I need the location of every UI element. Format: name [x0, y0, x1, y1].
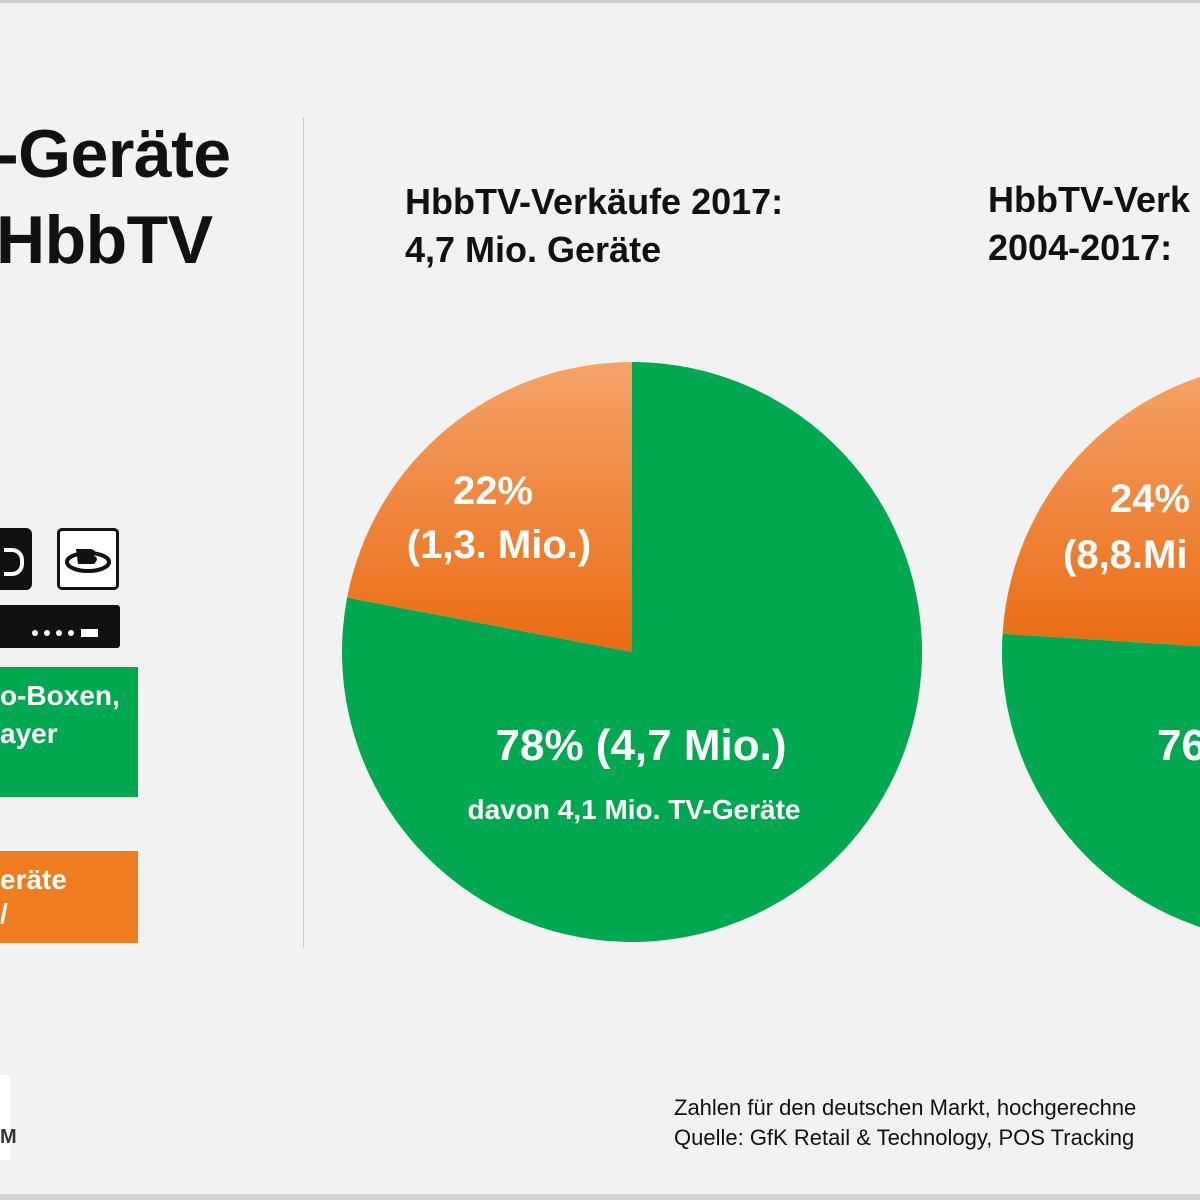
chart-2-slice-orange — [1002, 377, 1200, 647]
heading-line-2: HbbTV — [0, 202, 213, 278]
divider — [303, 118, 304, 948]
heading-line-1: -Geräte — [0, 116, 231, 192]
legend-orange-line-1: eräte — [0, 864, 67, 895]
chart-1-title: HbbTV-Verkäufe 2017: — [405, 181, 784, 222]
bottom-border — [0, 1194, 1200, 1200]
chart-2-subtitle: 2004-2017: — [988, 227, 1173, 268]
legend-green-line-2: ayer — [0, 718, 58, 749]
chart-2-green-label: 76% — [1157, 721, 1200, 770]
chart-1-orange-label: 22% — [453, 469, 533, 513]
chart-2-slice-green — [1002, 633, 1200, 927]
chart-2-orange-label: 24% — [1110, 477, 1190, 521]
chart-1-slice-orange — [347, 362, 632, 652]
bluray-icon — [57, 528, 119, 590]
footnote-line-1: Zahlen für den deutschen Markt, hochgere… — [674, 1095, 1137, 1120]
chart-1-orange-sublabel: (1,3. Mio.) — [407, 523, 591, 567]
legend-orange-box: eräte / — [0, 851, 138, 943]
chart-1-subtitle: 4,7 Mio. Geräte — [405, 229, 662, 270]
chart-1-green-label: 78% (4,7 Mio.) — [496, 721, 787, 770]
chart-1-green-sublabel: davon 4,1 Mio. TV-Geräte — [468, 794, 801, 825]
legend-orange-line-2: / — [0, 898, 8, 929]
legend-green-line-1: o-Boxen, — [0, 680, 120, 711]
chart-1-slice-green — [342, 362, 923, 942]
set-top-box-icon — [0, 605, 120, 648]
chart-2-orange-sublabel: (8,8.Mi — [1063, 533, 1187, 577]
legend-green-box: o-Boxen, ayer — [0, 667, 138, 797]
footnote-line-2: Quelle: GfK Retail & Technology, POS Tra… — [674, 1125, 1135, 1150]
logo-text: M — [0, 1126, 17, 1148]
disc-player-icon — [0, 528, 32, 590]
logo — [0, 1075, 10, 1160]
chart-2-title: HbbTV-Verk — [988, 179, 1191, 220]
top-border — [0, 0, 1200, 3]
